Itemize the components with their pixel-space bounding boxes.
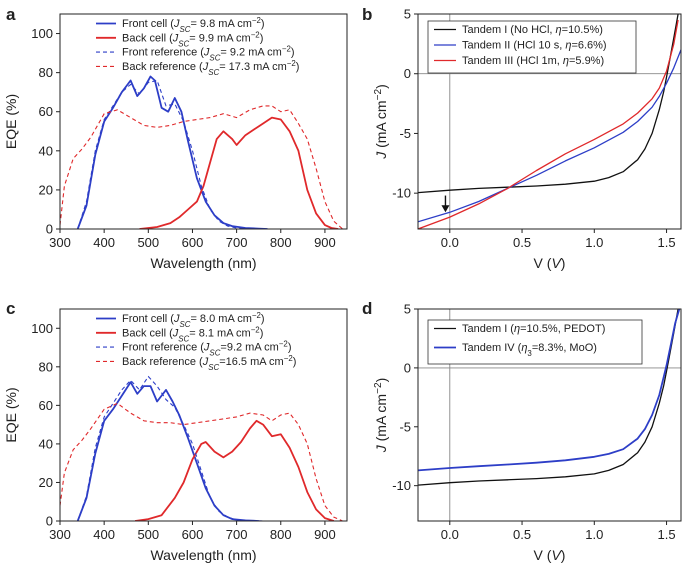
y-tick-label: -10 bbox=[392, 478, 411, 493]
y-tick-label: -5 bbox=[399, 419, 411, 434]
y-axis-title: J (mA cm−2) bbox=[373, 84, 390, 160]
x-tick-label: 1.0 bbox=[585, 527, 603, 542]
x-tick-label: 600 bbox=[182, 527, 204, 542]
panel-c: 300 400 500 600 700 800 900 0 20 40 60 80 100 Wavelen… bbox=[3, 299, 348, 563]
panel-letter-c: c bbox=[6, 299, 15, 318]
legend-c: Front cell (JSC= 8.0 mA cm−2)Back cell (… bbox=[96, 311, 296, 371]
x-tick-label: 300 bbox=[49, 235, 71, 250]
axes-frame-b bbox=[417, 13, 682, 230]
x-axis-title: Wavelength (nm) bbox=[150, 547, 256, 563]
y-tick-label: -5 bbox=[399, 126, 411, 141]
panel-d: 0.0 0.5 1.0 1.5 -10 -5 0 5 V (V) J (mA cm−2) Tande… bbox=[362, 299, 682, 563]
y-tick-label: 0 bbox=[46, 222, 53, 237]
x-tick-label: 1.5 bbox=[658, 235, 676, 250]
legend-d: Tandem I (η=10.5%, PEDOT) Tandem IV (η3=8… bbox=[427, 319, 643, 365]
y-tick-label: 20 bbox=[39, 182, 53, 197]
x-axis-title: Wavelength (nm) bbox=[150, 255, 256, 271]
y-tick-label: 40 bbox=[39, 143, 53, 158]
y-tick-label: 60 bbox=[39, 104, 53, 119]
legend-entry: Front reference (JSC= 9.2 mA cm−2) bbox=[122, 44, 295, 62]
legend-entry: Back reference (JSC=16.5 mA cm−2) bbox=[122, 353, 296, 371]
y-tick-label: 5 bbox=[404, 7, 411, 22]
y-axis-title: EQE (%) bbox=[3, 387, 19, 442]
series-line-c-1 bbox=[134, 419, 335, 521]
series-line-a-0 bbox=[76, 75, 268, 229]
y-tick-label: 60 bbox=[39, 398, 53, 413]
y-tick-label: 5 bbox=[404, 302, 411, 317]
x-axis-title: V (V) bbox=[534, 547, 566, 563]
legend-entry: Tandem III (HCl 1m, η=5.9%) bbox=[462, 55, 604, 67]
legend-a: Front cell (JSC= 9.8 mA cm−2)Back cell (… bbox=[96, 16, 299, 76]
x-tick-label: 600 bbox=[182, 235, 204, 250]
y-tick-label: 40 bbox=[39, 436, 53, 451]
legend-entry: Back reference (JSC= 17.3 mA cm−2) bbox=[122, 58, 299, 76]
x-tick-label: 400 bbox=[93, 235, 115, 250]
x-tick-label: 500 bbox=[137, 527, 159, 542]
axes-frame-d bbox=[417, 308, 682, 522]
series-line-d-1 bbox=[418, 309, 681, 472]
legend-entry: Tandem I (η=10.5%, PEDOT) bbox=[462, 323, 605, 335]
y-tick-label: 0 bbox=[46, 514, 53, 529]
y-tick-label: 100 bbox=[31, 321, 53, 336]
series-line-a-3 bbox=[60, 105, 343, 229]
legend-entry: Tandem IV (η3=8.3%, MoO) bbox=[462, 342, 597, 358]
x-tick-label: 0.0 bbox=[441, 527, 459, 542]
series-line-b-1 bbox=[418, 49, 681, 223]
axes-frame-c bbox=[59, 308, 348, 522]
legend-entry: Front cell (JSC= 8.0 mA cm−2) bbox=[122, 311, 265, 329]
x-tick-label: 700 bbox=[226, 235, 248, 250]
y-tick-label: 80 bbox=[39, 359, 53, 374]
x-tick-label: 300 bbox=[49, 527, 71, 542]
panel-letter-b: b bbox=[362, 5, 372, 24]
y-tick-label: 0 bbox=[404, 360, 411, 375]
y-tick-label: 80 bbox=[39, 65, 53, 80]
x-tick-label: 500 bbox=[137, 235, 159, 250]
panel-letter-a: a bbox=[6, 5, 16, 24]
y-tick-label: -10 bbox=[392, 186, 411, 201]
legend-entry: Front reference (JSC=9.2 mA cm−2) bbox=[122, 339, 291, 357]
panel-a: 300 400 500 600 700 800 900 0 20 40 60 80 100 Wavelen… bbox=[3, 5, 348, 271]
x-tick-label: 900 bbox=[314, 235, 336, 250]
legend-entry: Tandem I (No HCl, η=10.5%) bbox=[462, 24, 603, 36]
y-tick-label: 0 bbox=[404, 66, 411, 81]
legend-box bbox=[427, 20, 637, 74]
y-axis-title: J (mA cm−2) bbox=[373, 378, 390, 454]
axes-frame-a bbox=[59, 13, 348, 230]
x-tick-label: 400 bbox=[93, 527, 115, 542]
x-axis-title: V (V) bbox=[534, 255, 566, 271]
panel-b: 0.0 0.5 1.0 1.5 -10 -5 0 5 V (V) J (mA cm−2) Tande… bbox=[362, 5, 682, 271]
legend-entry: Back cell (JSC= 9.9 mA cm−2) bbox=[122, 30, 263, 48]
x-tick-label: 1.0 bbox=[585, 235, 603, 250]
legend-entry: Tandem II (HCl 10 s, η=6.6%) bbox=[462, 40, 607, 52]
series-line-c-0 bbox=[76, 381, 259, 521]
y-tick-label: 20 bbox=[39, 475, 53, 490]
series-line-b-2 bbox=[418, 19, 679, 229]
panel-letter-d: d bbox=[362, 299, 372, 318]
legend-b: Tandem I (No HCl, η=10.5%) Tandem II (HCl… bbox=[427, 20, 637, 74]
x-tick-label: 900 bbox=[314, 527, 336, 542]
y-axis-title: EQE (%) bbox=[3, 94, 19, 149]
x-tick-label: 0.0 bbox=[441, 235, 459, 250]
y-tick-label: 100 bbox=[31, 26, 53, 41]
legend-box bbox=[427, 319, 643, 365]
series-line-c-3 bbox=[60, 402, 343, 521]
x-tick-label: 0.5 bbox=[513, 527, 531, 542]
legend-entry: Back cell (JSC= 8.1 mA cm−2) bbox=[122, 325, 263, 343]
x-tick-label: 0.5 bbox=[513, 235, 531, 250]
x-tick-label: 800 bbox=[270, 527, 292, 542]
arrow-annotation-head bbox=[441, 205, 450, 213]
series-line-a-1 bbox=[139, 116, 339, 229]
series-line-a-2 bbox=[77, 79, 264, 229]
x-tick-label: 1.5 bbox=[658, 527, 676, 542]
series-line-c-2 bbox=[77, 375, 264, 521]
x-tick-label: 800 bbox=[270, 235, 292, 250]
legend-entry: Front cell (JSC= 9.8 mA cm−2) bbox=[122, 16, 265, 34]
x-tick-label: 700 bbox=[226, 527, 248, 542]
series-line-d-0 bbox=[418, 309, 679, 486]
